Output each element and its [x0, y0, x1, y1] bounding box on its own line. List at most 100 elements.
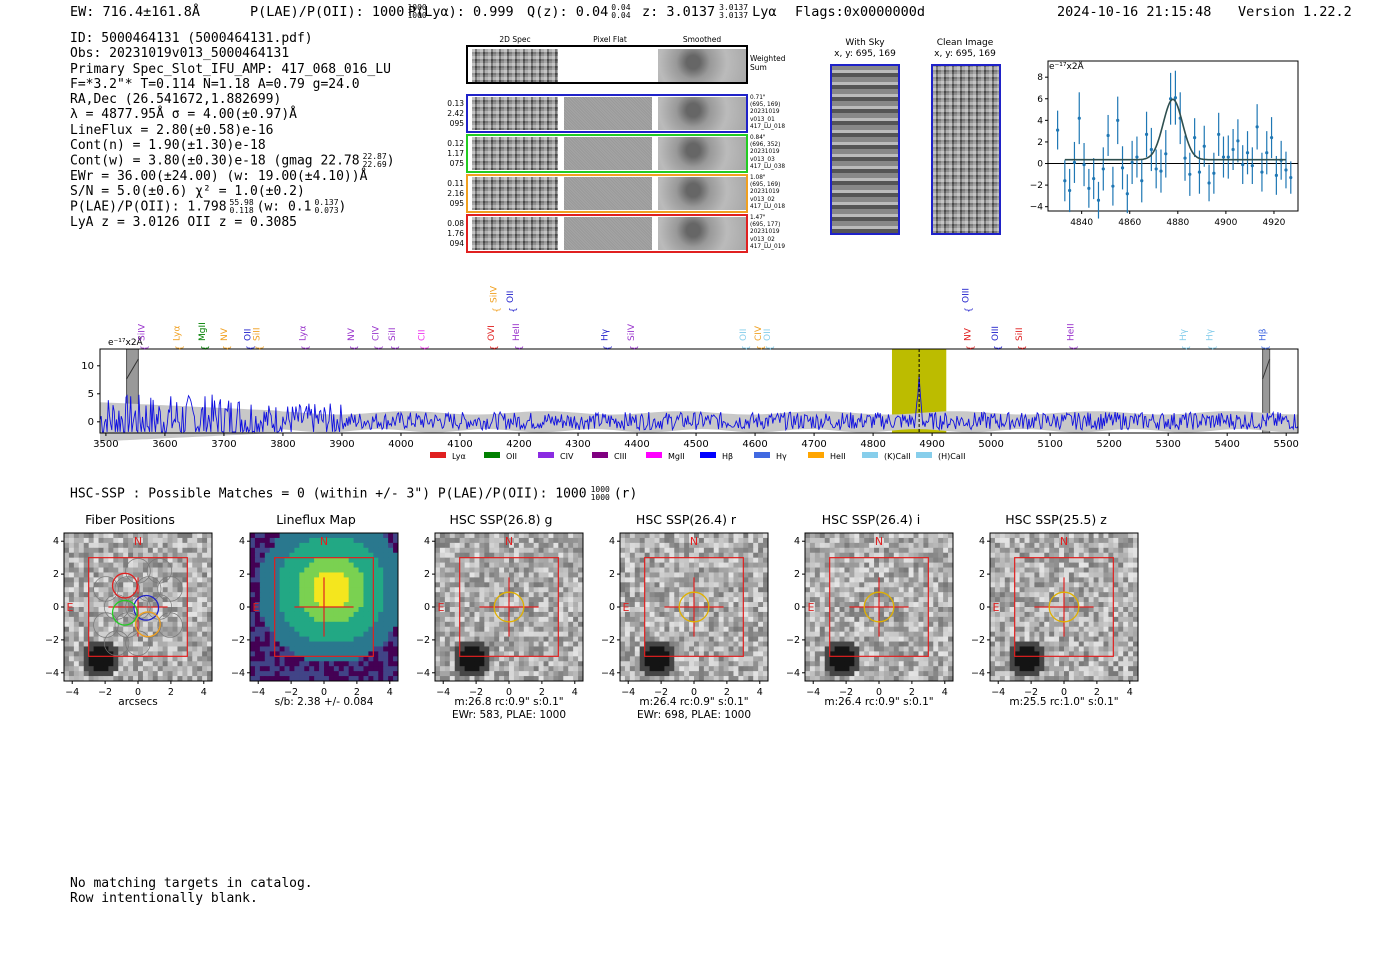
- emission-line-label: OII: [243, 329, 253, 341]
- fiber-circle: [146, 558, 173, 584]
- hsc-xtick-label: −2: [654, 687, 668, 698]
- fit-ytick-label: 0: [1037, 160, 1043, 170]
- fiber-circle: [103, 630, 130, 656]
- info-slot: Primary Spec_Slot_IFU_AMP: 417_068_016_L…: [70, 61, 391, 77]
- compass-north: N: [505, 535, 513, 548]
- aperture-circle: [1048, 591, 1080, 623]
- col-smoothed: Smoothed: [682, 35, 722, 44]
- fiber-smoothed-cutout: [658, 217, 746, 250]
- hsc-panel: HSC SSP(26.4) i N E 4 2 0 −2 −4 −4 −2 0 2 4 m:26.4 rc…: [781, 512, 961, 727]
- emission-line-bracket: {: [140, 345, 150, 351]
- fiber-row: [466, 214, 748, 253]
- fit-data-point: [1082, 162, 1086, 167]
- fit-data-point: [1092, 177, 1096, 181]
- hsc-panel: HSC SSP(26.8) g N E 4 2 0 −2 −4 −4 −2 0 2 4 m:26.8 rc…: [411, 512, 591, 727]
- emission-line-bracket: {: [515, 345, 525, 351]
- fit-data-point: [1135, 155, 1139, 159]
- hsc-ytick-label: 4: [424, 536, 430, 547]
- hsc-xtick-label: 0: [135, 687, 141, 698]
- fit-plot-frame: [1047, 60, 1299, 212]
- spec-xtick-label: 3900: [329, 439, 354, 450]
- fiber-smoothed-cutout: [658, 137, 746, 170]
- hsc-panel-caption: m:26.8 rc:0.9" s:0.1": [454, 696, 564, 708]
- header-z: z: 3.0137 3.0137 3.0137 Lyα: [642, 3, 777, 21]
- legend-swatch: [916, 452, 932, 458]
- info-obs: Obs: 20231019v013_5000464131: [70, 46, 290, 62]
- legend-label: HeII: [830, 452, 846, 461]
- fiber-row: [466, 174, 748, 213]
- legend-swatch: [754, 452, 770, 458]
- hsc-ytick-label: 2: [424, 569, 430, 580]
- emission-line-label: OVI: [487, 325, 497, 341]
- legend-swatch: [646, 452, 662, 458]
- fiber-row-info: 1.08" (695, 169) 20231019 v013_02 417_LU_018: [750, 175, 786, 210]
- emission-line-bracket: {: [1208, 345, 1218, 351]
- legend-swatch: [592, 452, 608, 458]
- fiber-circle-green: [111, 599, 138, 626]
- hsc-ytick-label: 0: [53, 602, 59, 613]
- emission-line-label: SiIV: [627, 323, 637, 341]
- hsc-panel-caption: m:26.4 rc:0.9" s:0.1": [824, 696, 934, 708]
- hsc-xtick-label: 0: [876, 687, 882, 698]
- compass-east: E: [623, 601, 630, 614]
- hsc-panel-caption: EWr: 583, PLAE: 1000: [451, 709, 567, 721]
- search-box: [274, 557, 374, 657]
- fit-data-point: [1212, 171, 1216, 175]
- col-pixel-flat: Pixel Flat: [593, 35, 627, 44]
- hsc-ytick-label: −4: [45, 668, 59, 679]
- emission-line-bracket: {: [246, 345, 256, 351]
- hsc-xtick-label: 4: [757, 687, 763, 698]
- fit-data-point: [1284, 168, 1288, 172]
- footer-notes: No matching targets in catalog. Row inte…: [70, 876, 313, 906]
- hsc-ytick-label: 4: [979, 536, 985, 547]
- legend-label: CIII: [614, 452, 627, 461]
- emission-line-label: MgII: [198, 322, 208, 341]
- info-radec: RA,Dec (26.541672,1.882699): [70, 92, 282, 108]
- fiber-circle-red: [111, 572, 138, 599]
- hsc-xtick-label: −4: [991, 687, 1005, 698]
- compass-east: E: [438, 601, 445, 614]
- fiber-row-info: 0.71" (695, 169) 20231019 v013_01 417_LU_018: [750, 95, 786, 130]
- hsc-cutout-image: [805, 533, 954, 682]
- spectrum-unit-label: e⁻¹⁷x2Å: [108, 336, 144, 348]
- emission-line-bracket: {: [223, 345, 233, 351]
- fiber-flat-cutout: [564, 177, 652, 210]
- hsc-xtick-label: 2: [168, 687, 174, 698]
- emission-line-label: CIV: [372, 325, 382, 341]
- hsc-xtick-label: 2: [539, 687, 545, 698]
- fiber-flat-cutout: [564, 97, 652, 130]
- masked-band-hatch: [1262, 358, 1271, 380]
- spec-xtick-label: 3800: [270, 439, 295, 450]
- hsc-ytick-label: −2: [416, 635, 430, 646]
- emission-line-bracket: {: [965, 307, 975, 313]
- hsc-ytick-label: 0: [979, 602, 985, 613]
- aperture-circle: [678, 591, 710, 623]
- hsc-cutout-image: [250, 533, 399, 682]
- emission-line-label: SiIV: [137, 323, 147, 341]
- emission-line-label: SiII: [1015, 327, 1025, 341]
- header-timestamp: 2024-10-16 21:15:48: [1057, 4, 1212, 20]
- hsc-xtick-label: 4: [1127, 687, 1133, 698]
- legend-swatch: [484, 452, 500, 458]
- hsc-panel-caption: EWr: 698, PLAE: 1000: [636, 709, 752, 721]
- hsc-cutout-plot: N E 4 2 0 −2 −4 −4 −2 0 2 4: [601, 532, 769, 698]
- hsc-xtick-label: −2: [98, 687, 112, 698]
- spec-xtick-label: 5100: [1037, 439, 1062, 450]
- spec-xtick-label: 4700: [801, 439, 826, 450]
- fit-data-point: [1289, 175, 1293, 180]
- hsc-panel-caption: arcsecs: [118, 696, 158, 708]
- hsc-ytick-label: 4: [609, 536, 615, 547]
- emission-line-bracket: {: [766, 345, 776, 351]
- search-box: [459, 557, 559, 657]
- fiber-2d-cutout: [472, 97, 558, 130]
- fit-data-point: [1068, 188, 1072, 193]
- hsc-ytick-label: 2: [609, 569, 615, 580]
- compass-east: E: [67, 601, 74, 614]
- fit-xtick-label: 4900: [1214, 218, 1237, 228]
- hsc-ytick-label: 2: [53, 569, 59, 580]
- spec-xtick-label: 4600: [742, 439, 767, 450]
- with-sky-xy: x, y: 695, 169: [834, 49, 896, 59]
- line-fit-chart: 8 6 4 2 0 −2 −4 4840 4860 4880 4900 4920: [1030, 60, 1299, 228]
- hsc-panel-title: HSC SSP(26.4) r: [635, 512, 737, 527]
- weighted-smoothed-cutout: [658, 49, 746, 82]
